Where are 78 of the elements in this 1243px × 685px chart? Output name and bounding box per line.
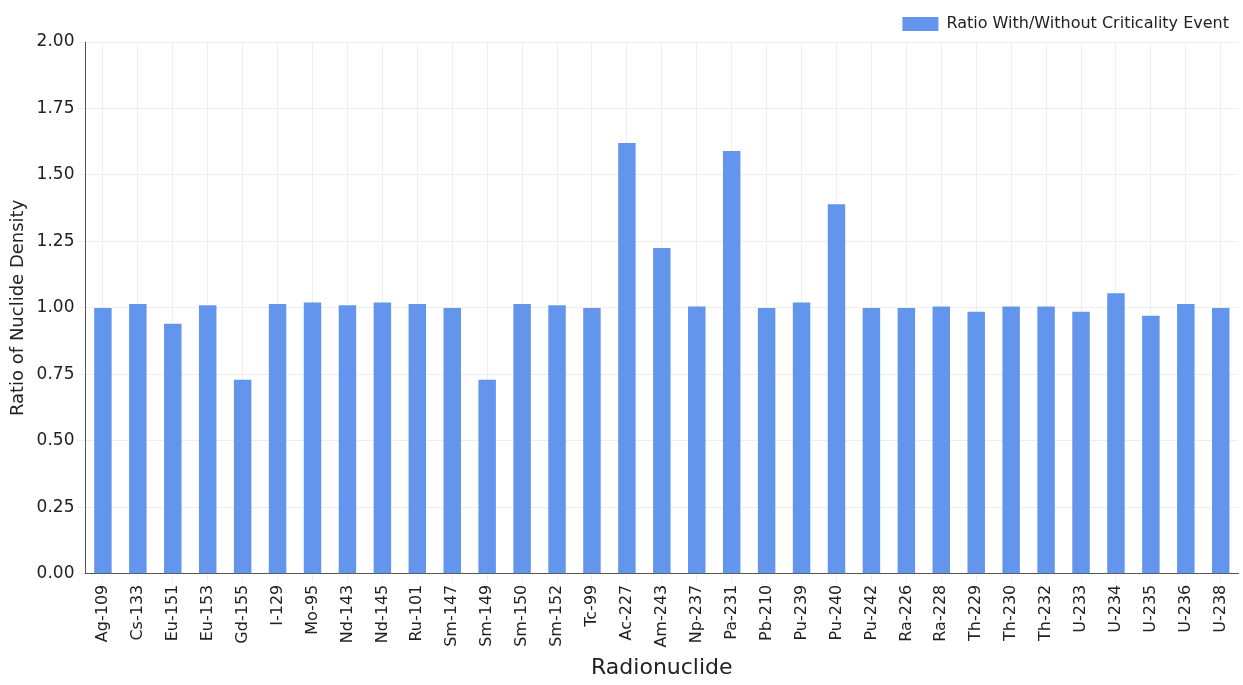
bar <box>303 302 322 574</box>
bar <box>722 151 741 574</box>
bar <box>1072 311 1090 574</box>
bar <box>478 379 496 574</box>
y-tick-label: 1.75 <box>36 96 75 117</box>
x-tick-label: Mo-95 <box>301 584 321 635</box>
bar <box>583 307 601 574</box>
x-tick-label: Ac-227 <box>616 584 636 641</box>
bar <box>1177 303 1195 574</box>
bar <box>653 248 671 574</box>
x-tick-label: Pa-231 <box>720 584 740 640</box>
x-tick-label: U-233 <box>1070 584 1090 633</box>
y-tick-label: 0.25 <box>36 495 75 516</box>
bar <box>827 204 846 574</box>
y-tick-label: 1.50 <box>36 163 75 184</box>
x-tick-label: Th-232 <box>1035 584 1055 642</box>
x-tick-label: Th-229 <box>965 584 985 642</box>
bar <box>1107 293 1125 574</box>
x-tick-label: Tc-99 <box>581 584 601 628</box>
x-tick-label: Ra-226 <box>895 584 915 642</box>
bar <box>1002 306 1020 574</box>
bar <box>94 307 112 574</box>
bar <box>513 303 531 574</box>
bar <box>862 307 881 574</box>
x-tick-label: Nd-143 <box>336 584 356 644</box>
x-tick-label: U-235 <box>1140 584 1160 633</box>
x-tick-label: U-238 <box>1209 584 1229 633</box>
x-axis-title: Radionuclide <box>591 653 733 679</box>
x-tick-label: Ra-228 <box>930 584 950 642</box>
x-tick-label: U-234 <box>1105 584 1125 633</box>
x-tick-label: U-236 <box>1174 584 1194 633</box>
y-tick-label: 0.00 <box>36 562 75 583</box>
y-tick-label: 1.25 <box>36 229 75 250</box>
x-tick-label: Sm-149 <box>476 584 496 647</box>
y-tick-label: 1.00 <box>36 296 75 317</box>
x-tick-label: Pb-210 <box>755 584 775 641</box>
x-tick-label: Np-237 <box>685 584 705 644</box>
bar <box>897 307 916 574</box>
x-tick-label: Pu-240 <box>825 584 845 641</box>
x-tick-label: Eu-153 <box>196 584 216 642</box>
x-tick-label: Ru-101 <box>406 584 426 642</box>
bar <box>164 323 182 574</box>
bar <box>757 307 776 574</box>
bar <box>338 305 357 574</box>
bar <box>688 306 706 574</box>
x-tick-label: Sm-152 <box>546 584 566 647</box>
bar <box>1037 306 1055 574</box>
y-tick-label: 0.50 <box>36 429 75 450</box>
bar <box>198 305 217 574</box>
bar <box>618 143 636 574</box>
bar <box>443 307 461 574</box>
bar <box>792 302 811 574</box>
x-tick-label: Th-230 <box>1000 584 1020 642</box>
x-tick-label: I-129 <box>266 584 286 626</box>
bar <box>548 305 566 574</box>
bar <box>233 379 252 574</box>
x-tick-label: Nd-145 <box>371 584 391 644</box>
x-tick-label: Pu-239 <box>790 584 810 641</box>
x-tick-label: Ag-109 <box>92 584 112 643</box>
legend-label: Ratio With/Without Criticality Event <box>946 13 1230 33</box>
x-tick-label: Sm-147 <box>441 584 461 647</box>
bar <box>1212 307 1230 574</box>
x-tick-label: Am-243 <box>650 584 670 648</box>
bar <box>967 311 985 574</box>
bar <box>129 303 147 574</box>
bar <box>373 302 392 574</box>
y-tick-label: 0.75 <box>36 362 75 383</box>
x-tick-label: Gd-155 <box>231 584 251 644</box>
x-tick-label: Sm-150 <box>511 584 531 647</box>
x-tick-label: Cs-133 <box>127 584 147 641</box>
bar <box>408 303 427 574</box>
y-axis-title: Ratio of Nuclide Density <box>6 199 28 417</box>
bar <box>1142 315 1160 574</box>
x-tick-label: Eu-151 <box>161 584 181 642</box>
bar <box>932 306 951 574</box>
y-tick-label: 2.00 <box>36 30 75 51</box>
x-tick-label: Pu-242 <box>860 584 880 641</box>
bar <box>268 303 287 574</box>
